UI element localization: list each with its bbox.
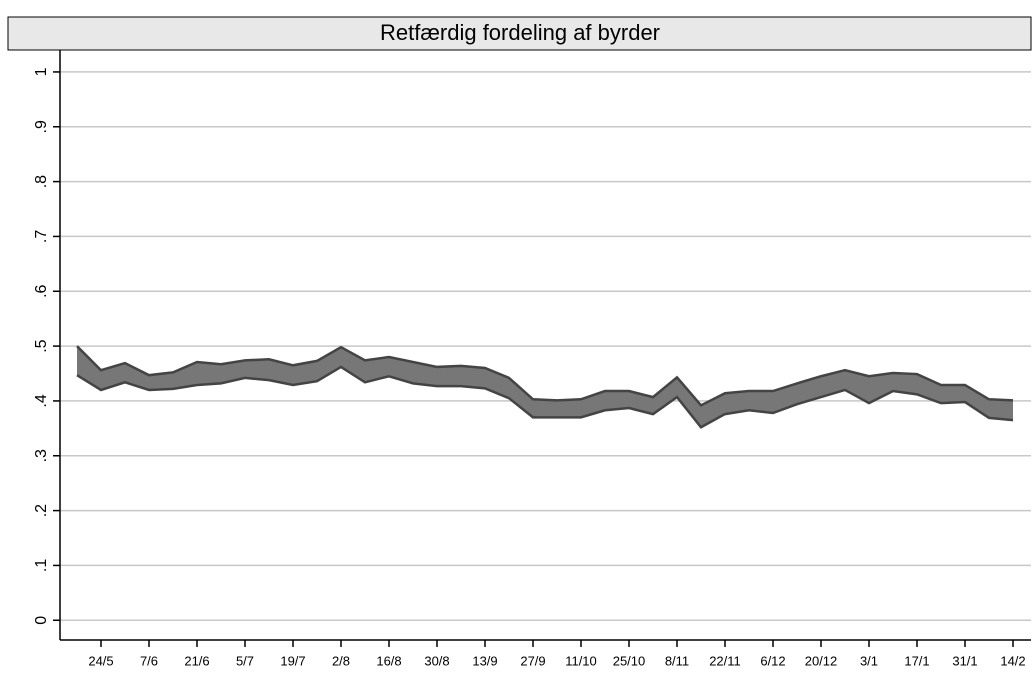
x-tick-label: 7/6 — [140, 653, 158, 668]
x-tick-label: 22/11 — [709, 653, 741, 668]
x-tick-label: 13/9 — [472, 653, 497, 668]
y-tick-label: 0 — [33, 616, 50, 625]
y-tick-label: .5 — [33, 339, 50, 352]
y-tick-label: .2 — [33, 504, 50, 517]
chart-title: Retfærdig fordeling af byrder — [380, 20, 660, 45]
x-tick-label: 31/1 — [952, 653, 977, 668]
x-tick-label: 5/7 — [236, 653, 254, 668]
x-tick-label: 24/5 — [88, 653, 113, 668]
y-tick-label: .1 — [33, 559, 50, 572]
x-tick-label: 21/6 — [184, 653, 209, 668]
band-edge — [76, 365, 1014, 429]
x-tick-label: 25/10 — [613, 653, 646, 668]
y-tick-label: .7 — [33, 230, 50, 243]
x-tick-label: 20/12 — [805, 653, 838, 668]
title-bar — [7, 16, 1032, 51]
x-tick-label: 8/11 — [665, 653, 689, 668]
x-tick-label: 17/1 — [904, 653, 929, 668]
x-tick-label: 14/2 — [1000, 653, 1025, 668]
y-tick-label: .8 — [33, 175, 50, 188]
band-edge — [76, 345, 1014, 407]
y-tick-label: .4 — [33, 394, 50, 407]
band-fill — [77, 346, 1013, 428]
x-tick-label: 16/8 — [376, 653, 401, 668]
y-tick-label: .9 — [33, 120, 50, 133]
x-tick-label: 27/9 — [520, 653, 545, 668]
y-tick-label: 1 — [33, 67, 50, 76]
x-tick-label: 19/7 — [280, 653, 305, 668]
x-tick-label: 30/8 — [424, 653, 449, 668]
x-tick-label: 3/1 — [860, 653, 878, 668]
x-tick-label: 6/12 — [760, 653, 785, 668]
x-tick-label: 11/10 — [565, 653, 597, 668]
y-tick-label: .6 — [33, 284, 50, 297]
y-tick-label: .3 — [33, 449, 50, 462]
plot-area — [60, 71, 1031, 622]
x-tick-label: 2/8 — [332, 653, 350, 668]
